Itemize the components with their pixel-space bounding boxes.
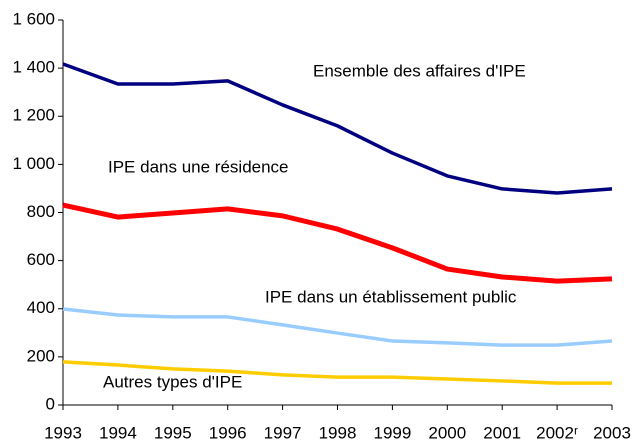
y-tick-label: 600: [27, 250, 55, 269]
series-label: Autres types d'IPE: [103, 372, 242, 391]
y-tick-label: 1 600: [12, 9, 55, 28]
x-tick-label: 2000: [428, 423, 466, 442]
x-tick-label: 1994: [99, 423, 137, 442]
x-tick-label: 1995: [154, 423, 192, 442]
series-line: [62, 62, 613, 195]
series-line: [62, 360, 612, 385]
y-tick-label: 800: [27, 202, 55, 221]
x-tick-label: 1998: [319, 423, 357, 442]
x-tick-label: 2001: [483, 423, 521, 442]
series-line: [62, 307, 613, 347]
series-label: IPE dans une résidence: [108, 157, 289, 176]
x-tick-label: 2003: [593, 423, 631, 442]
y-tick-label: 200: [27, 346, 55, 365]
y-tick-label: 1 000: [12, 154, 55, 173]
y-tick-label: 1 200: [12, 106, 55, 125]
y-tick-label: 400: [27, 298, 55, 317]
series-label: Ensemble des affaires d'IPE: [313, 61, 526, 80]
x-tick-label: 1993: [44, 423, 82, 442]
x-tick-label: 1997: [264, 423, 302, 442]
y-tick-label: 0: [46, 394, 55, 413]
y-tick-label: 1 400: [12, 58, 55, 77]
series-label: IPE dans un établissement public: [265, 287, 517, 306]
x-tick-label: 1996: [209, 423, 247, 442]
x-tick-label: 1999: [373, 423, 411, 442]
x-tick-label: 2002ʳ: [536, 423, 578, 442]
series-line: [62, 202, 613, 284]
